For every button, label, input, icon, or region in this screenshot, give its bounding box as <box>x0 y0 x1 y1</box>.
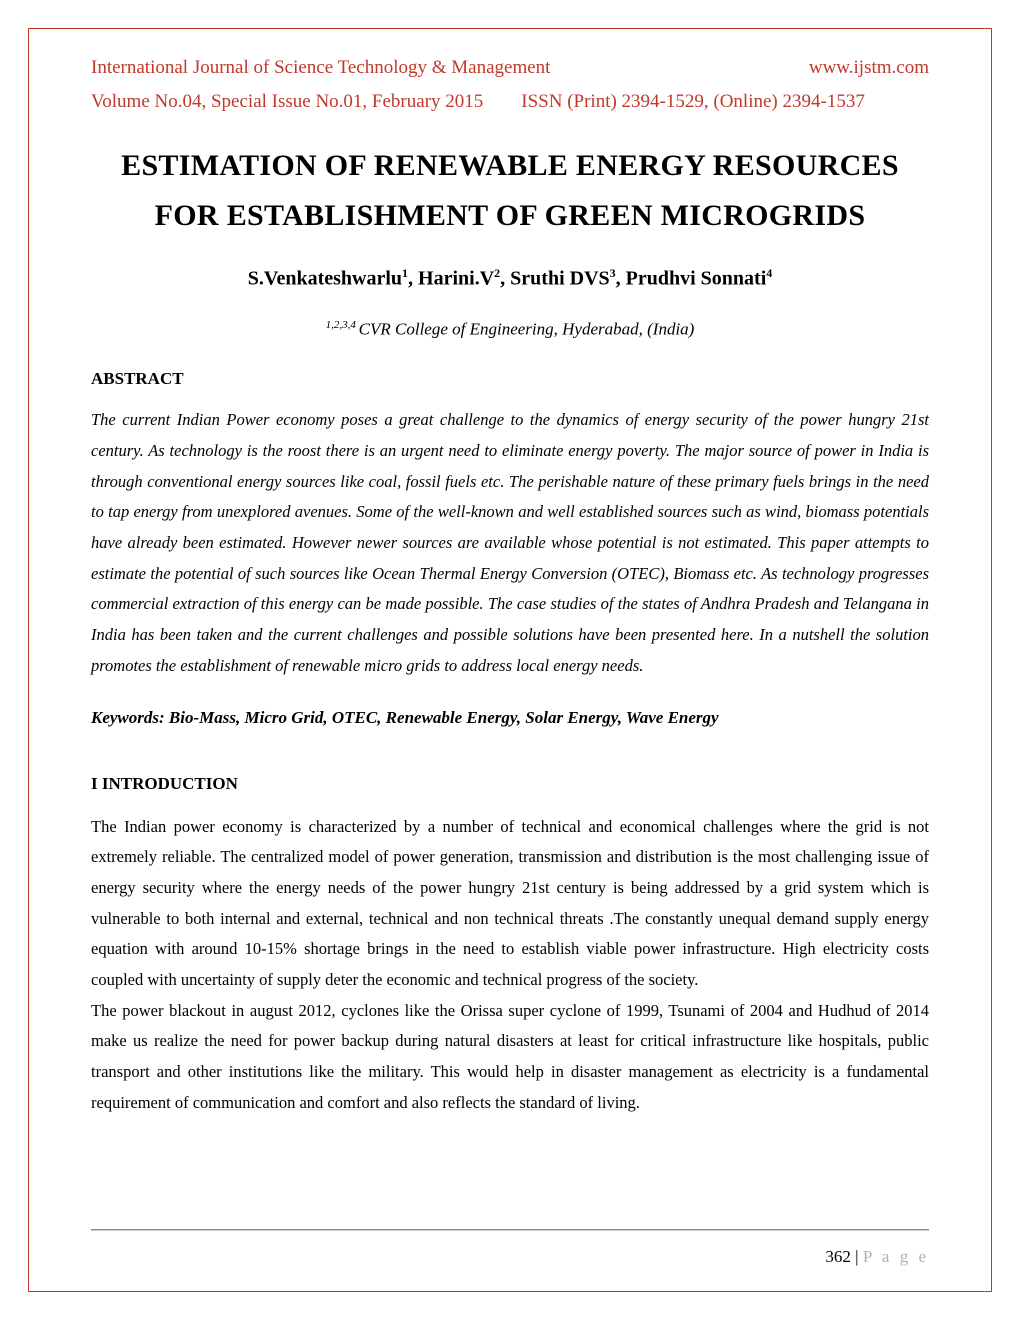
page-number: 362 | P a g e <box>825 1247 929 1267</box>
abstract-body: The current Indian Power economy poses a… <box>91 405 929 681</box>
page-number-value: 362 | <box>825 1247 862 1266</box>
title-line-2: FOR ESTABLISHMENT OF GREEN MICROGRIDS <box>91 191 929 241</box>
page-label: P a g e <box>863 1247 929 1266</box>
keywords-line: Keywords: Bio-Mass, Micro Grid, OTEC, Re… <box>91 708 929 728</box>
author-4: Prudhvi Sonnati <box>626 268 767 290</box>
abstract-heading: ABSTRACT <box>91 369 929 389</box>
sep-1: , <box>408 268 418 290</box>
introduction-body: The Indian power economy is characterize… <box>91 812 929 1119</box>
title-line-1: ESTIMATION OF RENEWABLE ENERGY RESOURCES <box>91 141 929 191</box>
sep-2: , <box>500 268 510 290</box>
author-1: S.Venkateshwarlu <box>248 268 402 290</box>
sep-3: , <box>616 268 626 290</box>
page-border: International Journal of Science Technol… <box>28 28 992 1292</box>
author-3: Sruthi DVS <box>510 268 609 290</box>
paper-title: ESTIMATION OF RENEWABLE ENERGY RESOURCES… <box>91 141 929 240</box>
affiliation: 1,2,3,4 CVR College of Engineering, Hyde… <box>91 319 929 340</box>
author-4-sup: 4 <box>766 266 772 280</box>
footer-divider <box>91 1229 929 1231</box>
affiliation-sup: 1,2,3,4 <box>326 319 359 331</box>
intro-paragraph-1: The Indian power economy is characterize… <box>91 812 929 996</box>
journal-name: International Journal of Science Technol… <box>91 57 550 79</box>
authors-line: S.Venkateshwarlu1, Harini.V2, Sruthi DVS… <box>91 266 929 291</box>
intro-paragraph-2: The power blackout in august 2012, cyclo… <box>91 996 929 1119</box>
page-content: International Journal of Science Technol… <box>29 29 991 1291</box>
header-line-1: International Journal of Science Technol… <box>91 57 929 79</box>
header-line-2: Volume No.04, Special Issue No.01, Febru… <box>91 91 929 113</box>
volume-issn: Volume No.04, Special Issue No.01, Febru… <box>91 91 865 112</box>
journal-url: www.ijstm.com <box>809 57 929 79</box>
author-2: Harini.V <box>418 268 494 290</box>
affiliation-text: CVR College of Engineering, Hyderabad, (… <box>359 319 695 338</box>
introduction-heading: I INTRODUCTION <box>91 774 929 794</box>
